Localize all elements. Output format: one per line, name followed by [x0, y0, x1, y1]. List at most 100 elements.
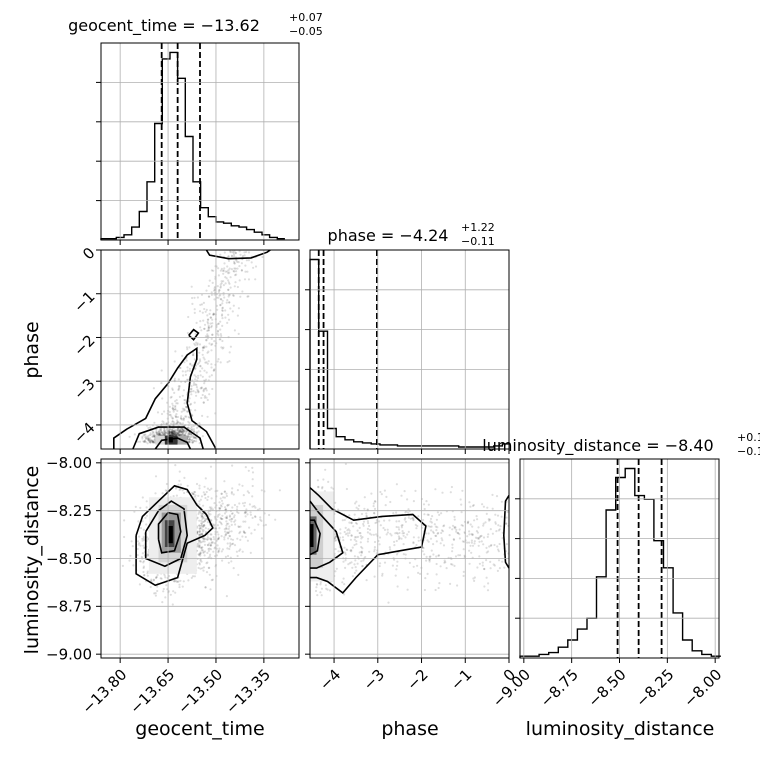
scatter-point	[202, 529, 205, 532]
scatter-point	[378, 536, 382, 539]
scatter-point	[230, 254, 233, 257]
scatter-point	[425, 555, 428, 559]
scatter-point	[220, 267, 223, 270]
scatter-point	[348, 521, 351, 524]
contour-inner	[157, 511, 182, 554]
scatter-point	[217, 296, 220, 299]
scatter-point	[147, 436, 150, 439]
scatter-phase-lum	[314, 462, 510, 604]
scatter-point	[198, 500, 201, 503]
scatter-point	[457, 531, 460, 535]
scatter-point	[147, 435, 150, 438]
scatter-point	[373, 540, 377, 544]
scatter-point	[200, 329, 203, 332]
scatter-point	[228, 301, 231, 304]
scatter-point	[241, 550, 244, 553]
scatter-point	[153, 434, 156, 437]
scatter-point	[435, 529, 438, 532]
scatter-point	[354, 536, 357, 539]
scatter-point	[424, 532, 428, 535]
scatter-point	[209, 322, 212, 325]
scatter-point	[224, 516, 227, 519]
scatter-point	[228, 547, 231, 551]
scatter-point	[145, 514, 149, 517]
scatter-point	[210, 506, 213, 509]
scatter-point	[395, 525, 398, 529]
scatter-point	[360, 537, 363, 540]
scatter-point	[199, 320, 202, 323]
scatter-point	[250, 532, 253, 535]
scatter-point	[393, 558, 396, 561]
scatter-point	[128, 559, 131, 562]
scatter-point	[197, 542, 200, 545]
scatter-point	[162, 590, 165, 593]
scatter-point	[209, 316, 212, 319]
scatter-point	[219, 286, 222, 289]
scatter-point	[373, 548, 376, 551]
scatter-point	[202, 536, 205, 539]
scatter-point	[193, 401, 196, 404]
scatter-point	[414, 523, 417, 527]
scatter-point	[251, 471, 255, 474]
scatter-point	[190, 393, 193, 396]
scatter-point	[481, 503, 484, 506]
scatter-point	[412, 500, 415, 503]
scatter-point	[227, 272, 230, 275]
scatter-point	[383, 489, 386, 492]
scatter-point	[210, 374, 213, 377]
scatter-point	[179, 422, 182, 425]
scatter-point	[163, 432, 166, 436]
scatter-point	[170, 433, 173, 436]
scatter-point	[373, 546, 376, 549]
scatter-point	[224, 309, 227, 312]
scatter-point	[177, 434, 180, 437]
scatter-point	[200, 549, 203, 552]
scatter-point	[172, 429, 175, 432]
scatter-point	[223, 490, 226, 493]
scatter-point	[190, 285, 193, 288]
scatter-point	[143, 546, 146, 550]
scatter-point	[406, 588, 409, 591]
scatter-point	[204, 335, 207, 338]
scatter-point	[156, 411, 160, 414]
scatter-point	[200, 547, 203, 550]
scatter-point	[495, 495, 499, 498]
scatter-point	[407, 511, 410, 514]
scatter-point	[197, 512, 200, 516]
scatter-point	[210, 542, 213, 545]
scatter-point	[469, 544, 472, 547]
scatter-point	[204, 586, 207, 589]
scatter-point	[199, 552, 202, 555]
scatter-point	[186, 484, 189, 487]
scatter-point	[373, 512, 376, 515]
scatter-point	[174, 414, 177, 417]
scatter-point	[188, 441, 191, 444]
scatter-point	[348, 562, 351, 565]
scatter-point	[201, 516, 204, 519]
scatter-point	[205, 371, 208, 374]
scatter-point	[199, 554, 202, 557]
grid-geo-phase	[101, 249, 299, 449]
scatter-point	[476, 531, 479, 534]
scatter-point	[206, 329, 209, 332]
scatter-point	[211, 322, 214, 325]
scatter-point	[223, 267, 226, 270]
scatter-point	[202, 566, 206, 569]
scatter-point	[191, 296, 194, 300]
scatter-point	[348, 514, 351, 517]
scatter-point	[191, 492, 195, 495]
scatter-point	[144, 436, 147, 439]
scatter-point	[497, 559, 501, 562]
scatter-point	[237, 261, 240, 264]
scatter-point	[198, 361, 201, 364]
scatter-point	[200, 522, 204, 525]
scatter-point	[151, 440, 154, 443]
scatter-point	[225, 494, 228, 498]
scatter-point	[231, 250, 234, 253]
scatter-point	[463, 540, 466, 543]
scatter-point	[142, 560, 146, 563]
scatter-point	[136, 554, 139, 557]
scatter-point	[183, 409, 186, 412]
scatter-point	[187, 432, 190, 435]
scatter-point	[194, 391, 197, 394]
